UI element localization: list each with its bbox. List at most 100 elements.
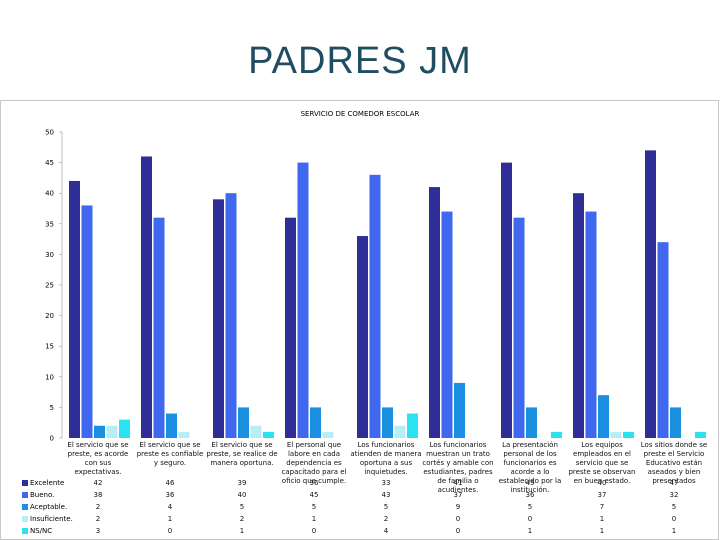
data-table-cell: 1	[311, 515, 317, 523]
data-table-cell: 46	[165, 479, 175, 487]
data-table-cell: 5	[239, 503, 245, 511]
bar	[166, 413, 177, 438]
bar	[94, 425, 105, 438]
legend-swatch	[22, 504, 28, 510]
y-tick-label: 0	[50, 435, 54, 443]
data-table-cell: 1	[239, 527, 245, 535]
bar	[297, 162, 309, 438]
data-table-cell: 0	[527, 515, 533, 523]
data-table-cell: 39	[237, 479, 247, 487]
x-tick-label: Los funcionarios atienden de manera opor…	[350, 441, 422, 476]
bar	[695, 431, 706, 438]
bar	[178, 431, 190, 438]
legend-item: Aceptable.	[22, 503, 67, 511]
bar	[441, 211, 453, 438]
bar	[623, 431, 634, 438]
legend-label: Excelente	[30, 479, 65, 487]
data-table-cell: 45	[525, 479, 535, 487]
slide-title: PADRES JM	[248, 40, 472, 82]
legend-item: Insuficiente.	[22, 515, 73, 523]
data-table-cell: 0	[167, 527, 173, 535]
bar	[645, 150, 656, 439]
x-tick-label: Los sitios donde se preste el Servicio E…	[640, 441, 708, 485]
y-tick-label: 45	[45, 159, 54, 167]
data-table-cell: 32	[669, 491, 679, 499]
bar	[213, 199, 224, 438]
bar	[657, 242, 669, 438]
bar	[382, 407, 393, 438]
y-tick-label: 15	[45, 343, 54, 351]
bar	[394, 425, 406, 438]
legend-label: NS/NC	[30, 527, 53, 535]
data-table-cell: 5	[671, 503, 677, 511]
bar	[526, 407, 537, 438]
data-table-cell: 36	[165, 491, 175, 499]
data-table-cell: 0	[311, 527, 317, 535]
y-tick-label: 20	[45, 312, 54, 320]
bar	[513, 217, 525, 438]
data-table-cell: 43	[381, 491, 391, 499]
x-tick-label: La presentación personal de los funciona…	[498, 441, 562, 494]
bar	[106, 425, 118, 438]
legend-item: Bueno.	[22, 491, 54, 499]
legend-swatch	[22, 528, 28, 534]
bar	[310, 407, 321, 438]
data-table-cell: 4	[383, 527, 389, 535]
data-table-cell: 45	[309, 491, 319, 499]
bar	[501, 162, 512, 438]
data-table-cell: 1	[599, 515, 605, 523]
data-table-cell: 36	[309, 479, 319, 487]
data-table-cell: 1	[167, 515, 173, 523]
bar	[407, 413, 418, 438]
bar	[250, 425, 262, 438]
bar	[141, 156, 152, 439]
legend-swatch	[22, 492, 28, 498]
data-table-cell: 3	[95, 527, 101, 535]
x-tick-label: El servicio que se preste, es acorde con…	[67, 441, 129, 476]
x-tick-label: Los funcionarios muestran un trato corté…	[422, 441, 494, 494]
legend-swatch	[22, 516, 28, 522]
data-table-cell: 1	[527, 527, 533, 535]
data-table-cell: 37	[453, 491, 463, 499]
data-table-cell: 2	[95, 503, 101, 511]
legend-label: Bueno.	[30, 491, 55, 499]
data-table-cell: 9	[455, 503, 461, 511]
data-table-cell: 7	[599, 503, 605, 511]
bar	[585, 211, 597, 438]
data-table-cell: 0	[671, 515, 677, 523]
legend-label: Aceptable.	[30, 503, 68, 511]
bar-chart: SERVICIO DE COMEDOR ESCOLAR 0 5 10 15 20 25 30…	[45, 110, 706, 443]
y-tick-label: 35	[45, 220, 54, 228]
bar	[670, 407, 681, 438]
data-table-cell: 37	[597, 491, 607, 499]
bar	[69, 180, 80, 438]
data-table-cell: 2	[383, 515, 389, 523]
data-table-cell: 0	[455, 527, 461, 535]
data-table-cell: 36	[525, 491, 535, 499]
y-tick-label: 40	[45, 190, 54, 198]
bar	[551, 431, 562, 438]
y-tick-label: 50	[45, 129, 54, 137]
bar	[357, 236, 368, 438]
data-table-cell: 5	[527, 503, 533, 511]
x-tick-label: El servicio que se preste es confiable y…	[136, 441, 204, 467]
bar	[81, 205, 93, 438]
data-table-cell: 0	[455, 515, 461, 523]
legend-item: NS/NC	[22, 527, 52, 535]
data-table-cell: 4	[167, 503, 173, 511]
y-tick-label: 30	[45, 251, 54, 259]
bar	[238, 407, 249, 438]
data-table-cell: 42	[93, 479, 103, 487]
y-tick-label: 10	[45, 373, 54, 381]
legend-label: Insuficiente.	[30, 515, 73, 523]
bar	[225, 193, 237, 438]
data-table-cell: 38	[93, 491, 103, 499]
data-table-cell: 41	[453, 479, 463, 487]
x-tick-label: El servicio que se preste, se realice de…	[206, 441, 278, 467]
bar	[610, 431, 622, 438]
y-tick-label: 5	[50, 404, 54, 412]
bar	[322, 431, 334, 438]
data-table-cell: 1	[599, 527, 605, 535]
data-table-cell: 1	[671, 527, 677, 535]
bar	[285, 217, 296, 438]
